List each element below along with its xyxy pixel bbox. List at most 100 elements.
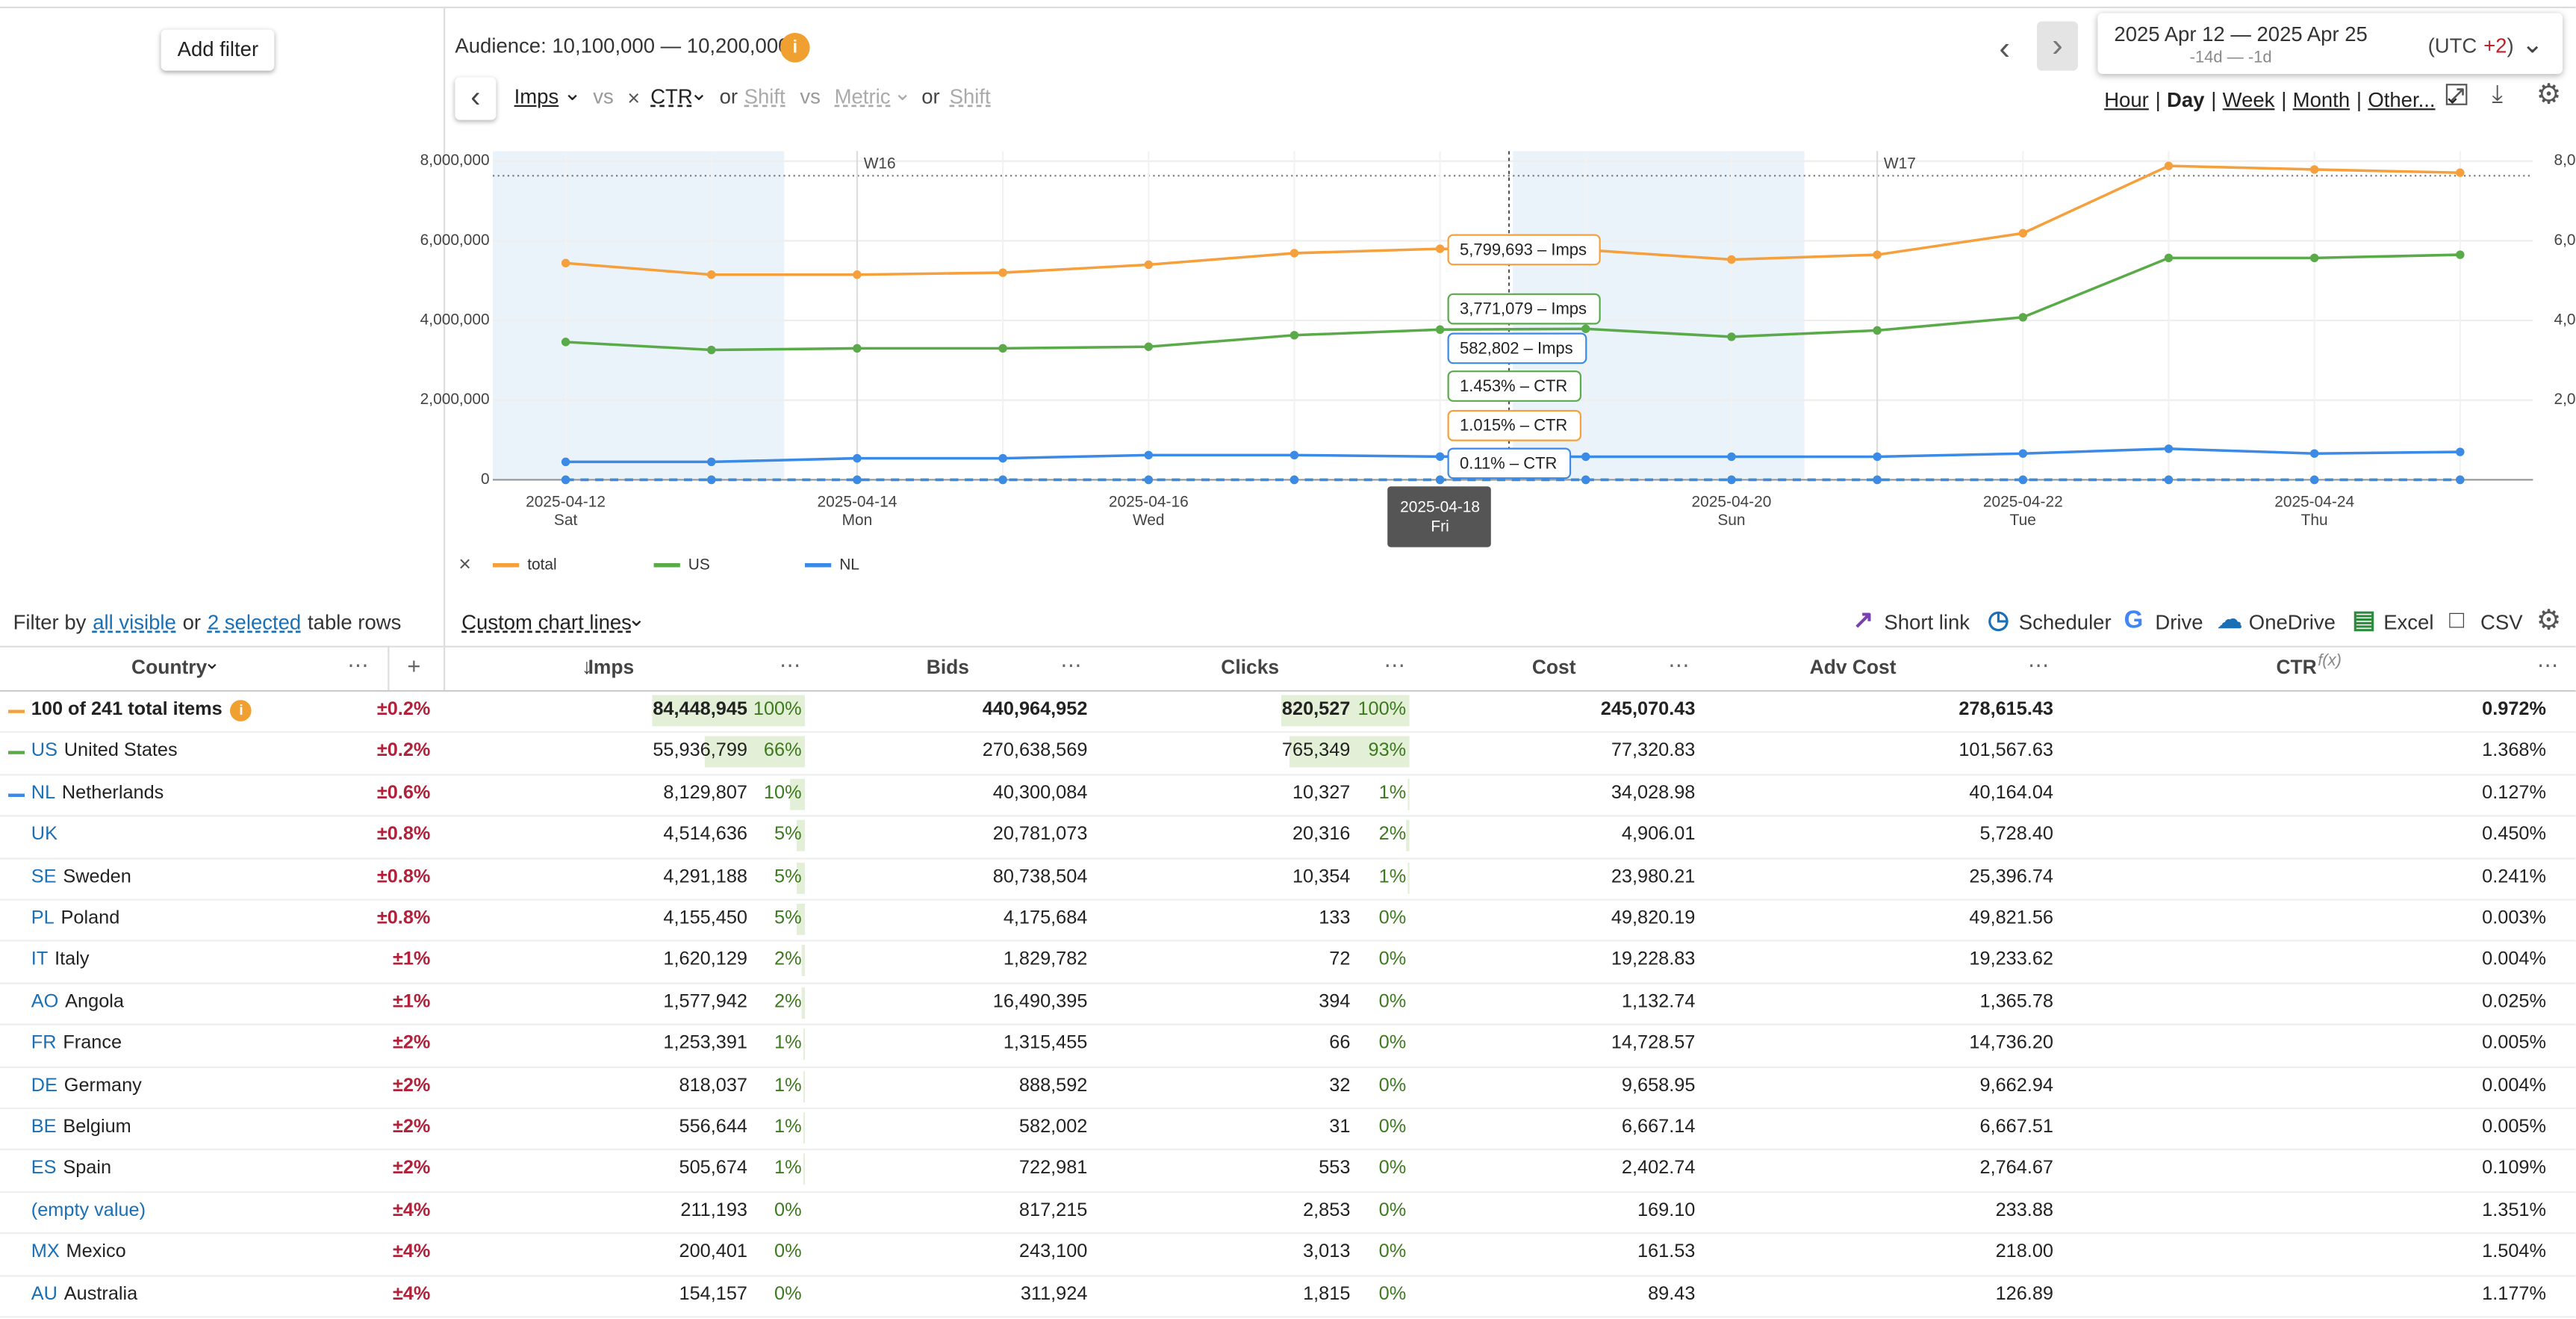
prev-range[interactable]: ‹ xyxy=(1999,31,2011,68)
metric-item[interactable]: Metric xyxy=(834,85,891,109)
custom-chart-lines[interactable]: Custom chart lines xyxy=(461,611,632,635)
share-bar xyxy=(1407,862,1410,893)
open-icon[interactable]: ↗ xyxy=(2445,82,2468,105)
column-menu[interactable]: ⋯ xyxy=(2027,652,2050,677)
table-settings[interactable]: ⚙ xyxy=(2536,604,2562,636)
download-icon[interactable]: ⤓ xyxy=(2492,80,2504,109)
point xyxy=(707,345,716,355)
granularity-option[interactable]: Day xyxy=(2166,88,2205,112)
row-border xyxy=(0,899,2576,901)
point xyxy=(998,268,1007,277)
metric-chevron: ⌄ xyxy=(690,80,708,105)
point xyxy=(1727,452,1736,462)
country-name: United States xyxy=(63,742,178,762)
cell-cost: 77,320.83 xyxy=(1611,742,1696,762)
export-option[interactable]: Scheduler xyxy=(2018,611,2112,635)
share-bar xyxy=(803,1112,805,1144)
filter-text[interactable]: 2 selected xyxy=(207,611,302,635)
cell-adv-cost: 40,164.04 xyxy=(1969,783,2053,804)
row-border xyxy=(0,1274,2576,1276)
cell-cost: 245,070.43 xyxy=(1600,700,1696,720)
cell-cost: 34,028.98 xyxy=(1611,783,1696,804)
metric-item[interactable]: Shift xyxy=(744,85,785,109)
column-menu[interactable]: ⋯ xyxy=(1384,652,1406,677)
country-name: Belgium xyxy=(63,1117,131,1138)
add-filter-button[interactable]: Add filter xyxy=(161,29,276,70)
separator: | xyxy=(2356,88,2362,112)
ctr-point xyxy=(2309,475,2319,485)
next-range[interactable]: › xyxy=(2037,21,2078,71)
cell-ctr: 0.109% xyxy=(2482,1158,2546,1179)
x-tick-label: 2025-04-24 xyxy=(2274,494,2354,511)
timezone-part: (UTC xyxy=(2427,34,2477,58)
column-menu[interactable]: ⋯ xyxy=(1060,652,1082,677)
add-column[interactable]: + xyxy=(407,652,421,679)
export-option[interactable]: CSV xyxy=(2480,611,2523,635)
share-pct: 5% xyxy=(774,908,802,928)
point xyxy=(1873,452,1882,462)
country-code[interactable]: MX xyxy=(31,1242,60,1263)
error-margin: ±2% xyxy=(392,1034,431,1054)
ctr-point xyxy=(1435,475,1445,485)
country-code[interactable]: FR xyxy=(31,1034,57,1054)
country-code[interactable]: AU xyxy=(31,1284,57,1304)
metric-item[interactable]: Imps xyxy=(514,85,559,109)
share-pct: 1% xyxy=(774,1117,802,1138)
metric-item[interactable]: CTR xyxy=(650,85,693,109)
cell-adv-cost: 25,396.74 xyxy=(1969,866,2053,887)
export-option[interactable]: Drive xyxy=(2155,611,2203,635)
export-option[interactable]: Short link xyxy=(1884,611,1970,635)
column-header[interactable]: Cost xyxy=(1531,655,1576,679)
country-code[interactable]: ES xyxy=(31,1158,57,1179)
column-menu[interactable]: ⋯ xyxy=(2536,652,2559,677)
x-tick-weekday: Sat xyxy=(554,512,578,529)
ctr-point xyxy=(1581,475,1590,485)
share-pct: 0% xyxy=(1378,1117,1407,1138)
cell-adv-cost: 49,821.56 xyxy=(1969,908,2053,928)
country-code[interactable]: BE xyxy=(31,1117,57,1138)
granularity-option[interactable]: Hour xyxy=(2104,88,2149,112)
country-code[interactable]: US xyxy=(31,742,57,762)
filter-text[interactable]: all visible xyxy=(93,611,176,635)
cell-bids: 311,924 xyxy=(1020,1284,1088,1304)
date-box[interactable] xyxy=(2097,13,2563,75)
country-code[interactable]: (empty value) xyxy=(31,1200,146,1221)
country-code[interactable]: PL xyxy=(31,908,55,928)
export-option[interactable]: Excel xyxy=(2383,611,2434,635)
granularity-option[interactable]: Other... xyxy=(2368,88,2436,112)
column-menu[interactable]: ⋯ xyxy=(779,652,801,677)
y2-tick-label: 4,000,000 xyxy=(2554,311,2575,329)
cell-cost: 9,658.95 xyxy=(1621,1076,1696,1096)
column-menu[interactable]: ⋯ xyxy=(1668,652,1690,677)
x-tick-weekday: Sun xyxy=(1717,512,1745,529)
share-pct: 0% xyxy=(1378,1284,1407,1304)
country-code[interactable]: UK xyxy=(31,825,57,845)
separator: | xyxy=(2155,88,2161,112)
column-header[interactable]: Imps xyxy=(588,655,635,679)
share-pct: 0% xyxy=(774,1242,802,1263)
settings-icon[interactable]: ⚙ xyxy=(2536,78,2562,111)
granularity-option[interactable]: Month xyxy=(2292,88,2351,112)
column-header[interactable]: Adv Cost xyxy=(1809,655,1897,679)
x-tick-label: 2025-04-14 xyxy=(817,494,897,511)
country-code[interactable]: IT xyxy=(31,950,49,970)
country-code[interactable]: AO xyxy=(31,992,59,1012)
export-option[interactable]: OneDrive xyxy=(2248,611,2336,635)
country-code[interactable]: SE xyxy=(31,866,57,887)
column-menu[interactable]: ⋯ xyxy=(347,652,369,677)
country-code[interactable]: DE xyxy=(31,1076,57,1096)
column-header[interactable]: Clicks xyxy=(1221,655,1280,679)
back-button[interactable]: ‹ xyxy=(455,77,496,120)
x-tick-weekday: Thu xyxy=(2301,512,2328,529)
share-pct: 0% xyxy=(774,1284,802,1304)
point xyxy=(561,338,570,347)
tooltip-text: 1.453% – CTR xyxy=(1460,376,1567,395)
cell-cost: 89.43 xyxy=(1648,1284,1696,1304)
column-header[interactable]: Country xyxy=(131,655,208,679)
metric-item[interactable]: Shift xyxy=(949,85,991,109)
column-header[interactable]: CTR xyxy=(2276,655,2317,679)
country-code[interactable]: NL xyxy=(31,783,56,804)
column-header[interactable]: Bids xyxy=(926,655,970,679)
granularity-option[interactable]: Week xyxy=(2222,88,2275,112)
